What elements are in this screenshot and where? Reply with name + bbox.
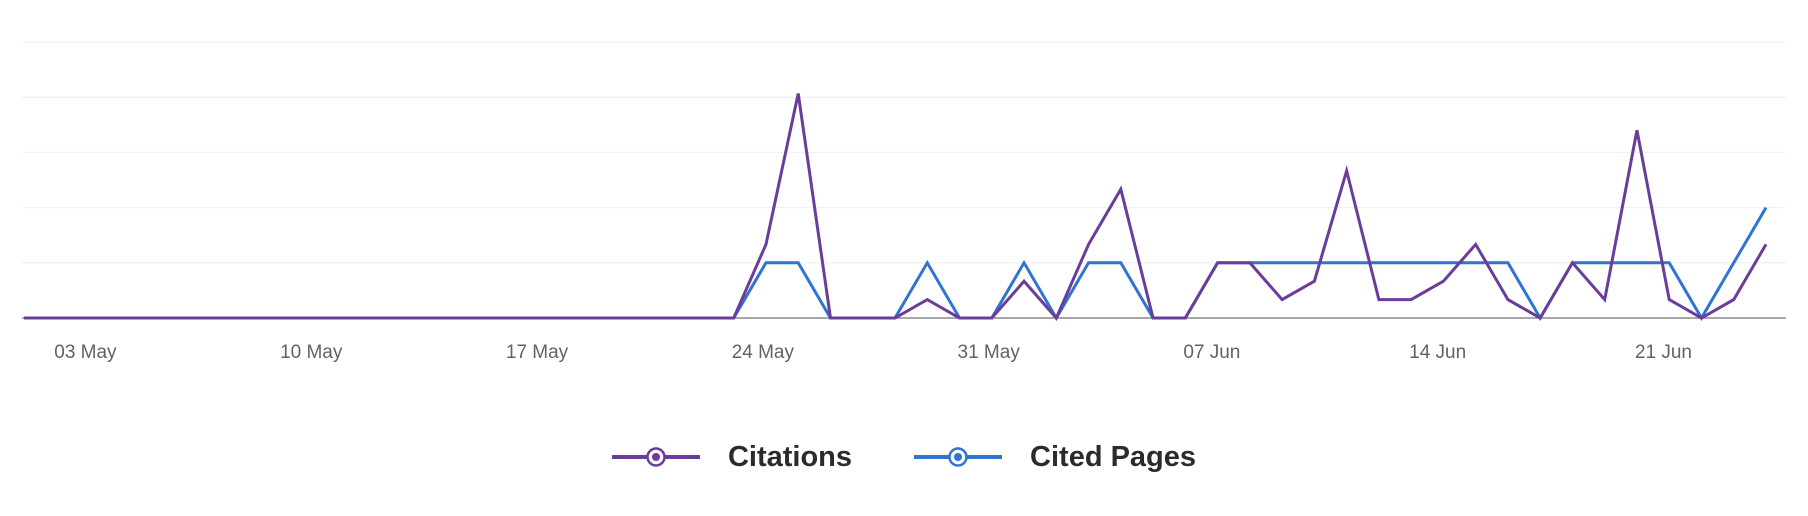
series-lines	[24, 93, 1768, 321]
legend-item-cited-pages[interactable]: Cited Pages	[914, 441, 1196, 474]
x-tick-label: 21 Jun	[1635, 342, 1692, 363]
legend-item-citations[interactable]: Citations	[611, 440, 853, 474]
x-tick-label: 03 May	[54, 342, 117, 363]
legend-label-cited-pages: Cited Pages	[1030, 440, 1197, 473]
y-gridlines	[22, 41, 1786, 319]
citations-line-marker-icon	[611, 447, 700, 467]
chart: 03 May 10 May 17 May 24 May 31 May 07 Jun 14 J…	[22, 41, 1786, 363]
legend-label-citations: Citations	[727, 440, 853, 473]
x-tick-label: 14 Jun	[1409, 342, 1466, 363]
x-tick-label: 07 Jun	[1183, 342, 1240, 363]
cited-pages-line-marker-icon	[914, 447, 1003, 467]
series-line-citations	[24, 93, 1768, 321]
x-tick-label: 24 May	[732, 342, 795, 363]
x-tick-label: 17 May	[506, 342, 569, 363]
x-axis-tick-labels: 03 May 10 May 17 May 24 May 31 May 07 Jun 14 J…	[54, 342, 1692, 363]
legend: Citations Cited Pages	[0, 435, 1808, 479]
x-tick-label: 31 May	[958, 342, 1021, 363]
x-tick-label: 10 May	[280, 342, 343, 363]
